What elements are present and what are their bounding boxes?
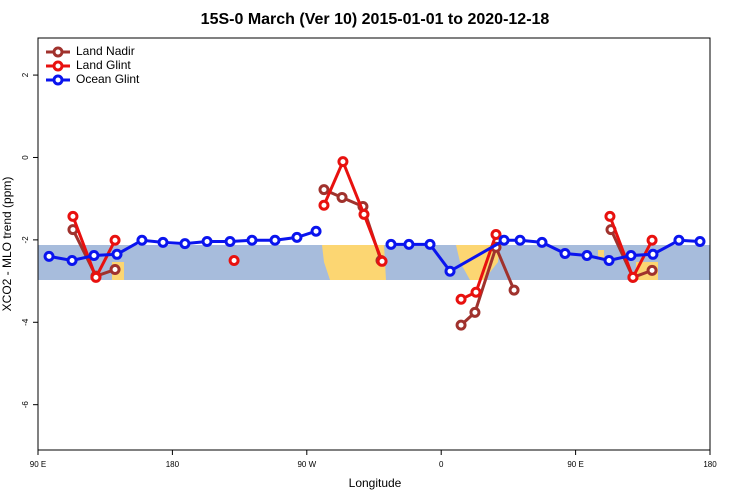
point (201, 236, 213, 248)
point (469, 306, 481, 318)
point (43, 250, 55, 262)
point (403, 238, 415, 250)
legend-marker (52, 74, 64, 86)
point (66, 254, 78, 266)
point (358, 208, 370, 220)
point (603, 254, 615, 266)
x-tick-label: 180 (166, 460, 180, 469)
legend-label: Land Nadir (76, 44, 135, 58)
y-tick-label: 0 (21, 155, 30, 160)
chart-title: 15S-0 March (Ver 10) 2015-01-01 to 2020-… (201, 11, 550, 28)
point (444, 265, 456, 277)
legend-label: Land Glint (76, 58, 131, 72)
point (269, 234, 281, 246)
point (455, 293, 467, 305)
point (694, 236, 706, 248)
point (318, 184, 330, 196)
point (111, 248, 123, 260)
legend-marker (52, 46, 64, 58)
x-tick-label: 90 E (30, 460, 46, 469)
point (581, 250, 593, 262)
point (318, 199, 330, 211)
y-tick-label: 2 (21, 72, 30, 77)
land-region (598, 250, 604, 260)
point (604, 210, 616, 222)
point (424, 238, 436, 250)
y-tick-label: -2 (21, 236, 30, 244)
point (90, 271, 102, 283)
point (224, 236, 236, 248)
point (536, 236, 548, 248)
point (508, 284, 520, 296)
x-tick-label: 90 W (297, 460, 316, 469)
y-axis-label: XCO2 - MLO trend (ppm) (0, 177, 14, 312)
x-tick-label: 180 (703, 460, 717, 469)
point (455, 319, 467, 331)
x-tick-label: 0 (439, 460, 444, 469)
point (559, 247, 571, 259)
point (385, 238, 397, 250)
x-tick-label: 90 E (567, 460, 583, 469)
point (157, 236, 169, 248)
point (514, 234, 526, 246)
point (646, 264, 658, 276)
land-region (322, 245, 386, 280)
point (336, 191, 348, 203)
legend-marker (52, 60, 64, 72)
y-tick-label: -6 (21, 401, 30, 409)
point (109, 264, 121, 276)
legend-label: Ocean Glint (76, 72, 140, 86)
point (291, 231, 303, 243)
point (310, 225, 322, 237)
point (470, 286, 482, 298)
point (136, 234, 148, 246)
point (647, 248, 659, 260)
point (627, 271, 639, 283)
y-tick-label: -4 (21, 318, 30, 326)
point (625, 250, 637, 262)
x-axis-label: Longitude (349, 476, 402, 490)
point (109, 234, 121, 246)
point (646, 234, 658, 246)
point (246, 234, 258, 246)
point (376, 255, 388, 267)
point (179, 238, 191, 250)
point (67, 210, 79, 222)
point (490, 229, 502, 241)
point (498, 234, 510, 246)
point (228, 254, 240, 266)
point (673, 234, 685, 246)
map-band (38, 245, 710, 280)
plot-frame (37, 37, 711, 451)
point (337, 156, 349, 168)
point (88, 250, 100, 262)
